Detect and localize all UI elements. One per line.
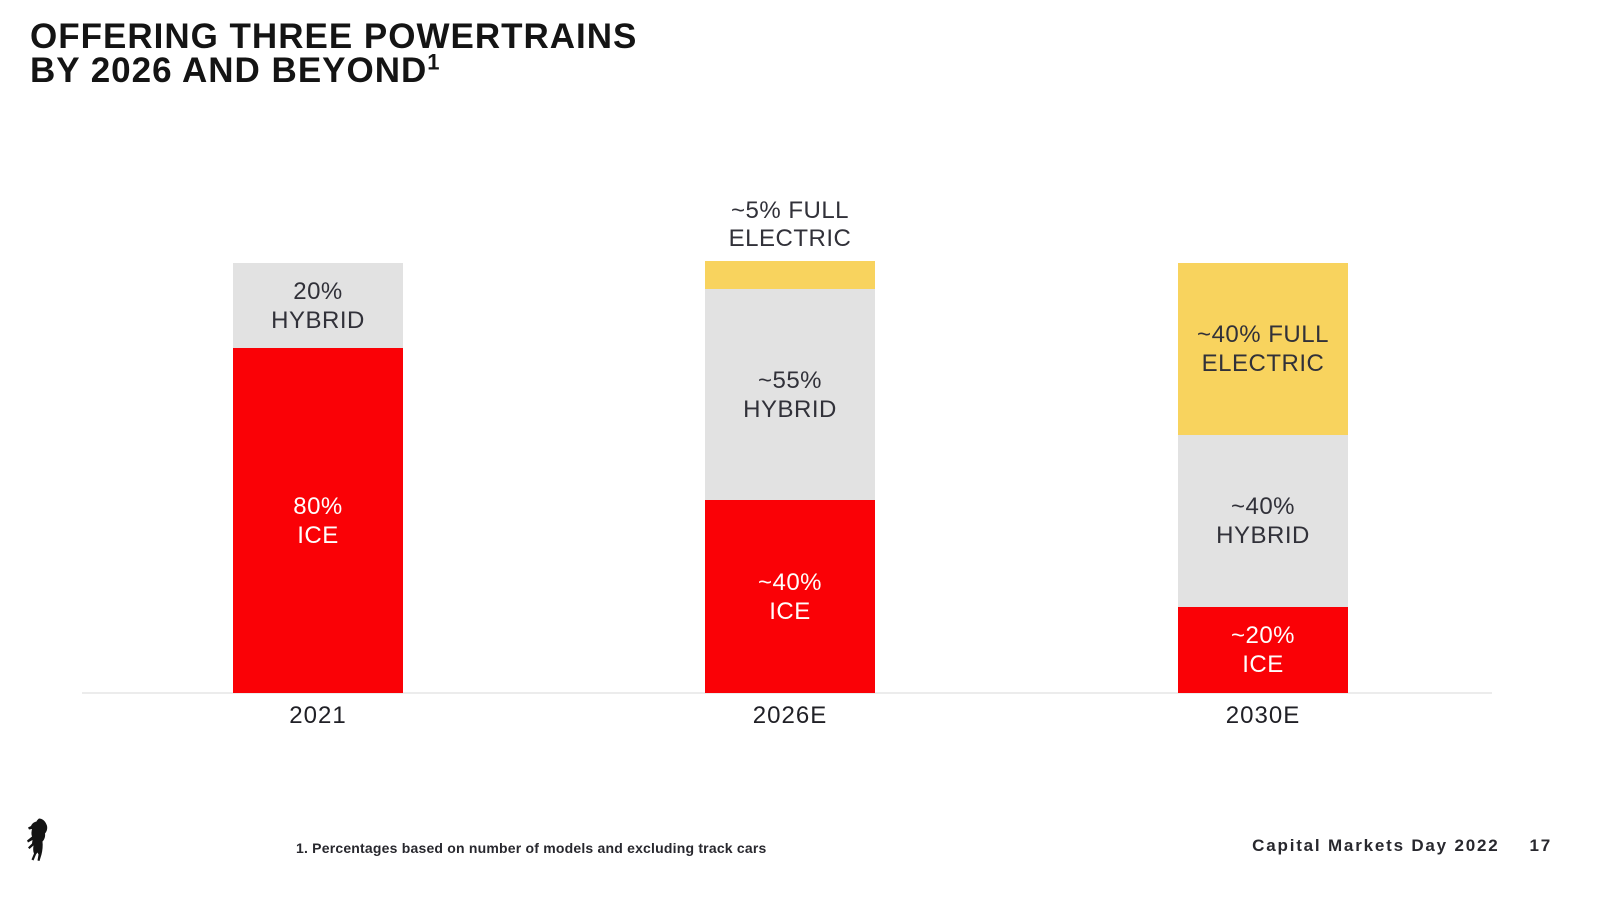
- prancing-horse-icon: [27, 818, 48, 861]
- segment-label-value: 20%: [293, 277, 343, 305]
- ferrari-prancing-horse-logo: [26, 816, 50, 864]
- segment-label-name: ICE: [769, 597, 811, 625]
- bar-2030e-segment-full-electric: ~40% FULL ELECTRIC: [1178, 263, 1348, 435]
- page-number: 17: [1529, 836, 1552, 855]
- segment-label-name: ICE: [297, 521, 339, 549]
- slide-title: OFFERING THREE POWERTRAINS BY 2026 AND B…: [30, 17, 638, 90]
- segment-label-name: HYBRID: [743, 395, 837, 423]
- bar-2030e-segment-hybrid: ~40% HYBRID: [1178, 435, 1348, 607]
- segment-label-value: ~40%: [757, 568, 823, 596]
- bar-2030e: ~40% FULL ELECTRIC ~40% HYBRID ~20% ICE: [1178, 263, 1348, 693]
- footnote: 1. Percentages based on number of models…: [296, 840, 767, 856]
- segment-label-value: ~55%: [757, 366, 823, 394]
- title-line-2: BY 2026 AND BEYOND: [30, 51, 428, 90]
- x-axis-label-2021: 2021: [289, 702, 347, 729]
- bar-2026e-electric-outside-label: ~5% FULL ELECTRIC: [680, 197, 900, 253]
- x-axis-label-2030e: 2030E: [1225, 702, 1301, 729]
- segment-label-value: ~40% FULL: [1197, 321, 1329, 348]
- segment-label-name: HYBRID: [271, 306, 365, 334]
- bar-2021-segment-ice: 80% ICE: [233, 348, 403, 693]
- segment-label-value: ~20%: [1230, 622, 1296, 649]
- footer-right: Capital Markets Day 2022 17: [1252, 836, 1552, 856]
- segment-label-value: ~40%: [1230, 493, 1296, 520]
- segment-label-value: 80%: [293, 492, 343, 520]
- x-axis-label-2026e: 2026E: [752, 702, 828, 729]
- bar-2021-segment-hybrid: 20% HYBRID: [233, 263, 403, 348]
- segment-label-name: ICE: [1242, 651, 1284, 678]
- title-line-1: OFFERING THREE POWERTRAINS: [30, 17, 638, 56]
- title-footnote-marker: 1: [427, 49, 441, 75]
- bar-2021: 20% HYBRID 80% ICE: [233, 263, 403, 693]
- footer-event-title: Capital Markets Day 2022: [1252, 836, 1500, 855]
- segment-label-name: HYBRID: [1216, 522, 1310, 549]
- x-axis-baseline: [82, 692, 1492, 694]
- bar-2030e-segment-ice: ~20% ICE: [1178, 607, 1348, 693]
- bar-2026e-segment-ice: ~40% ICE: [705, 500, 875, 693]
- outside-label-line-1: ~5% FULL: [730, 197, 850, 224]
- bar-2026e-segment-full-electric: [705, 261, 875, 289]
- bar-2026e-segment-hybrid: ~55% HYBRID: [705, 289, 875, 500]
- bar-2026e: ~5% FULL ELECTRIC ~55% HYBRID ~40% ICE: [705, 197, 875, 693]
- segment-label-name: ELECTRIC: [1201, 350, 1325, 377]
- outside-label-line-2: ELECTRIC: [728, 225, 852, 252]
